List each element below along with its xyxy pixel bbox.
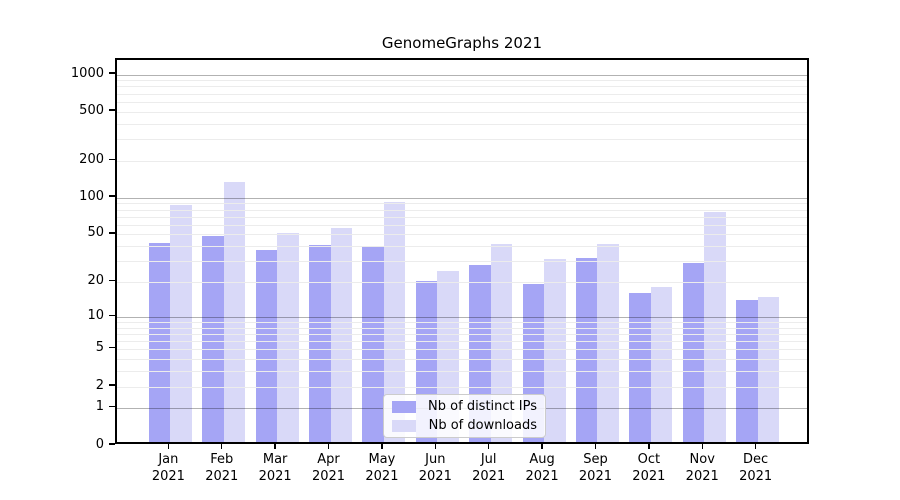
x-tick-mark xyxy=(221,444,223,449)
legend-label-distinct-ips: Nb of distinct IPs xyxy=(428,399,537,414)
x-tick-mark xyxy=(381,444,383,449)
bar-may-distinct-ips xyxy=(362,246,384,442)
bar-jan-distinct-ips xyxy=(148,242,171,442)
x-tick-label-mar: Mar 2021 xyxy=(258,452,292,484)
x-tick-label-apr: Apr 2021 xyxy=(311,452,346,484)
x-tick-label-jan: Jan 2021 xyxy=(151,452,185,484)
x-tick-mark xyxy=(487,444,490,449)
x-tick-mark xyxy=(594,444,597,449)
x-tick-mark xyxy=(701,444,703,449)
y-tick-label: 2 xyxy=(95,377,104,393)
bar-apr-downloads xyxy=(330,227,353,442)
y-tick-mark xyxy=(109,279,115,282)
legend: Nb of distinct IPs Nb of downloads xyxy=(383,394,546,438)
bar-feb-distinct-ips xyxy=(202,236,224,442)
y-tick-label: 500 xyxy=(79,102,104,118)
x-tick-mark xyxy=(167,444,170,449)
chart-title: GenomeGraphs 2021 xyxy=(381,34,543,52)
bar-jul-downloads xyxy=(490,243,513,442)
x-tick-mark xyxy=(754,444,757,449)
bar-nov-distinct-ips xyxy=(682,263,705,442)
x-tick-label-feb: Feb 2021 xyxy=(205,452,239,484)
y-tick-mark xyxy=(109,384,115,386)
y-tick-label: 50 xyxy=(87,225,104,241)
y-tick-label: 200 xyxy=(79,151,104,167)
x-tick-mark xyxy=(434,444,436,449)
bar-jan-downloads xyxy=(170,204,192,442)
bar-feb-downloads xyxy=(223,182,246,442)
bar-nov-downloads xyxy=(704,212,726,442)
plot-area: Nb of distinct IPs Nb of downloads xyxy=(115,58,809,444)
bar-mar-distinct-ips xyxy=(255,249,278,442)
y-tick-label: 0 xyxy=(95,436,104,452)
bars-layer xyxy=(117,60,807,442)
x-tick-mark xyxy=(274,444,276,449)
y-tick-label: 1000 xyxy=(70,65,104,81)
y-tick-mark xyxy=(109,232,115,234)
bar-dec-downloads xyxy=(757,296,780,442)
y-tick-label: 100 xyxy=(79,188,104,204)
y-tick-label: 20 xyxy=(87,273,104,288)
y-tick-mark xyxy=(109,406,115,408)
y-tick-mark xyxy=(109,72,115,74)
x-tick-mark xyxy=(327,444,330,449)
y-tick-label: 5 xyxy=(95,340,104,356)
x-tick-label-sep: Sep 2021 xyxy=(578,452,612,484)
x-tick-label-jul: Jul 2021 xyxy=(472,452,506,484)
bar-aug-downloads xyxy=(544,259,566,442)
bar-mar-downloads xyxy=(277,233,299,442)
x-tick-mark xyxy=(648,444,650,449)
bar-dec-distinct-ips xyxy=(736,300,758,442)
y-tick-label: 1 xyxy=(95,399,104,415)
x-tick-label-may: May 2021 xyxy=(365,452,399,484)
legend-row: Nb of downloads xyxy=(392,418,537,433)
y-tick-label: 10 xyxy=(87,307,104,323)
y-tick-mark xyxy=(109,443,115,445)
bar-oct-distinct-ips xyxy=(629,293,651,442)
y-tick-mark xyxy=(109,347,115,349)
legend-label-downloads: Nb of downloads xyxy=(428,418,537,433)
x-tick-label-nov: Nov 2021 xyxy=(685,452,719,484)
x-tick-label-dec: Dec 2021 xyxy=(739,452,773,484)
bar-sep-downloads xyxy=(597,243,619,442)
bar-apr-distinct-ips xyxy=(309,245,331,442)
legend-row: Nb of distinct IPs xyxy=(392,399,537,414)
x-tick-label-aug: Aug 2021 xyxy=(525,452,559,484)
y-tick-mark xyxy=(109,314,115,316)
legend-swatch-downloads xyxy=(392,419,416,432)
y-tick-mark xyxy=(109,109,115,111)
bar-oct-downloads xyxy=(650,286,673,442)
x-tick-label-oct: Oct 2021 xyxy=(632,452,666,484)
legend-swatch-distinct-ips xyxy=(392,400,416,413)
bar-sep-distinct-ips xyxy=(575,257,598,442)
y-tick-mark xyxy=(109,195,115,197)
y-tick-mark xyxy=(109,158,115,160)
x-tick-mark xyxy=(541,444,543,449)
x-tick-label-jun: Jun 2021 xyxy=(418,452,452,484)
